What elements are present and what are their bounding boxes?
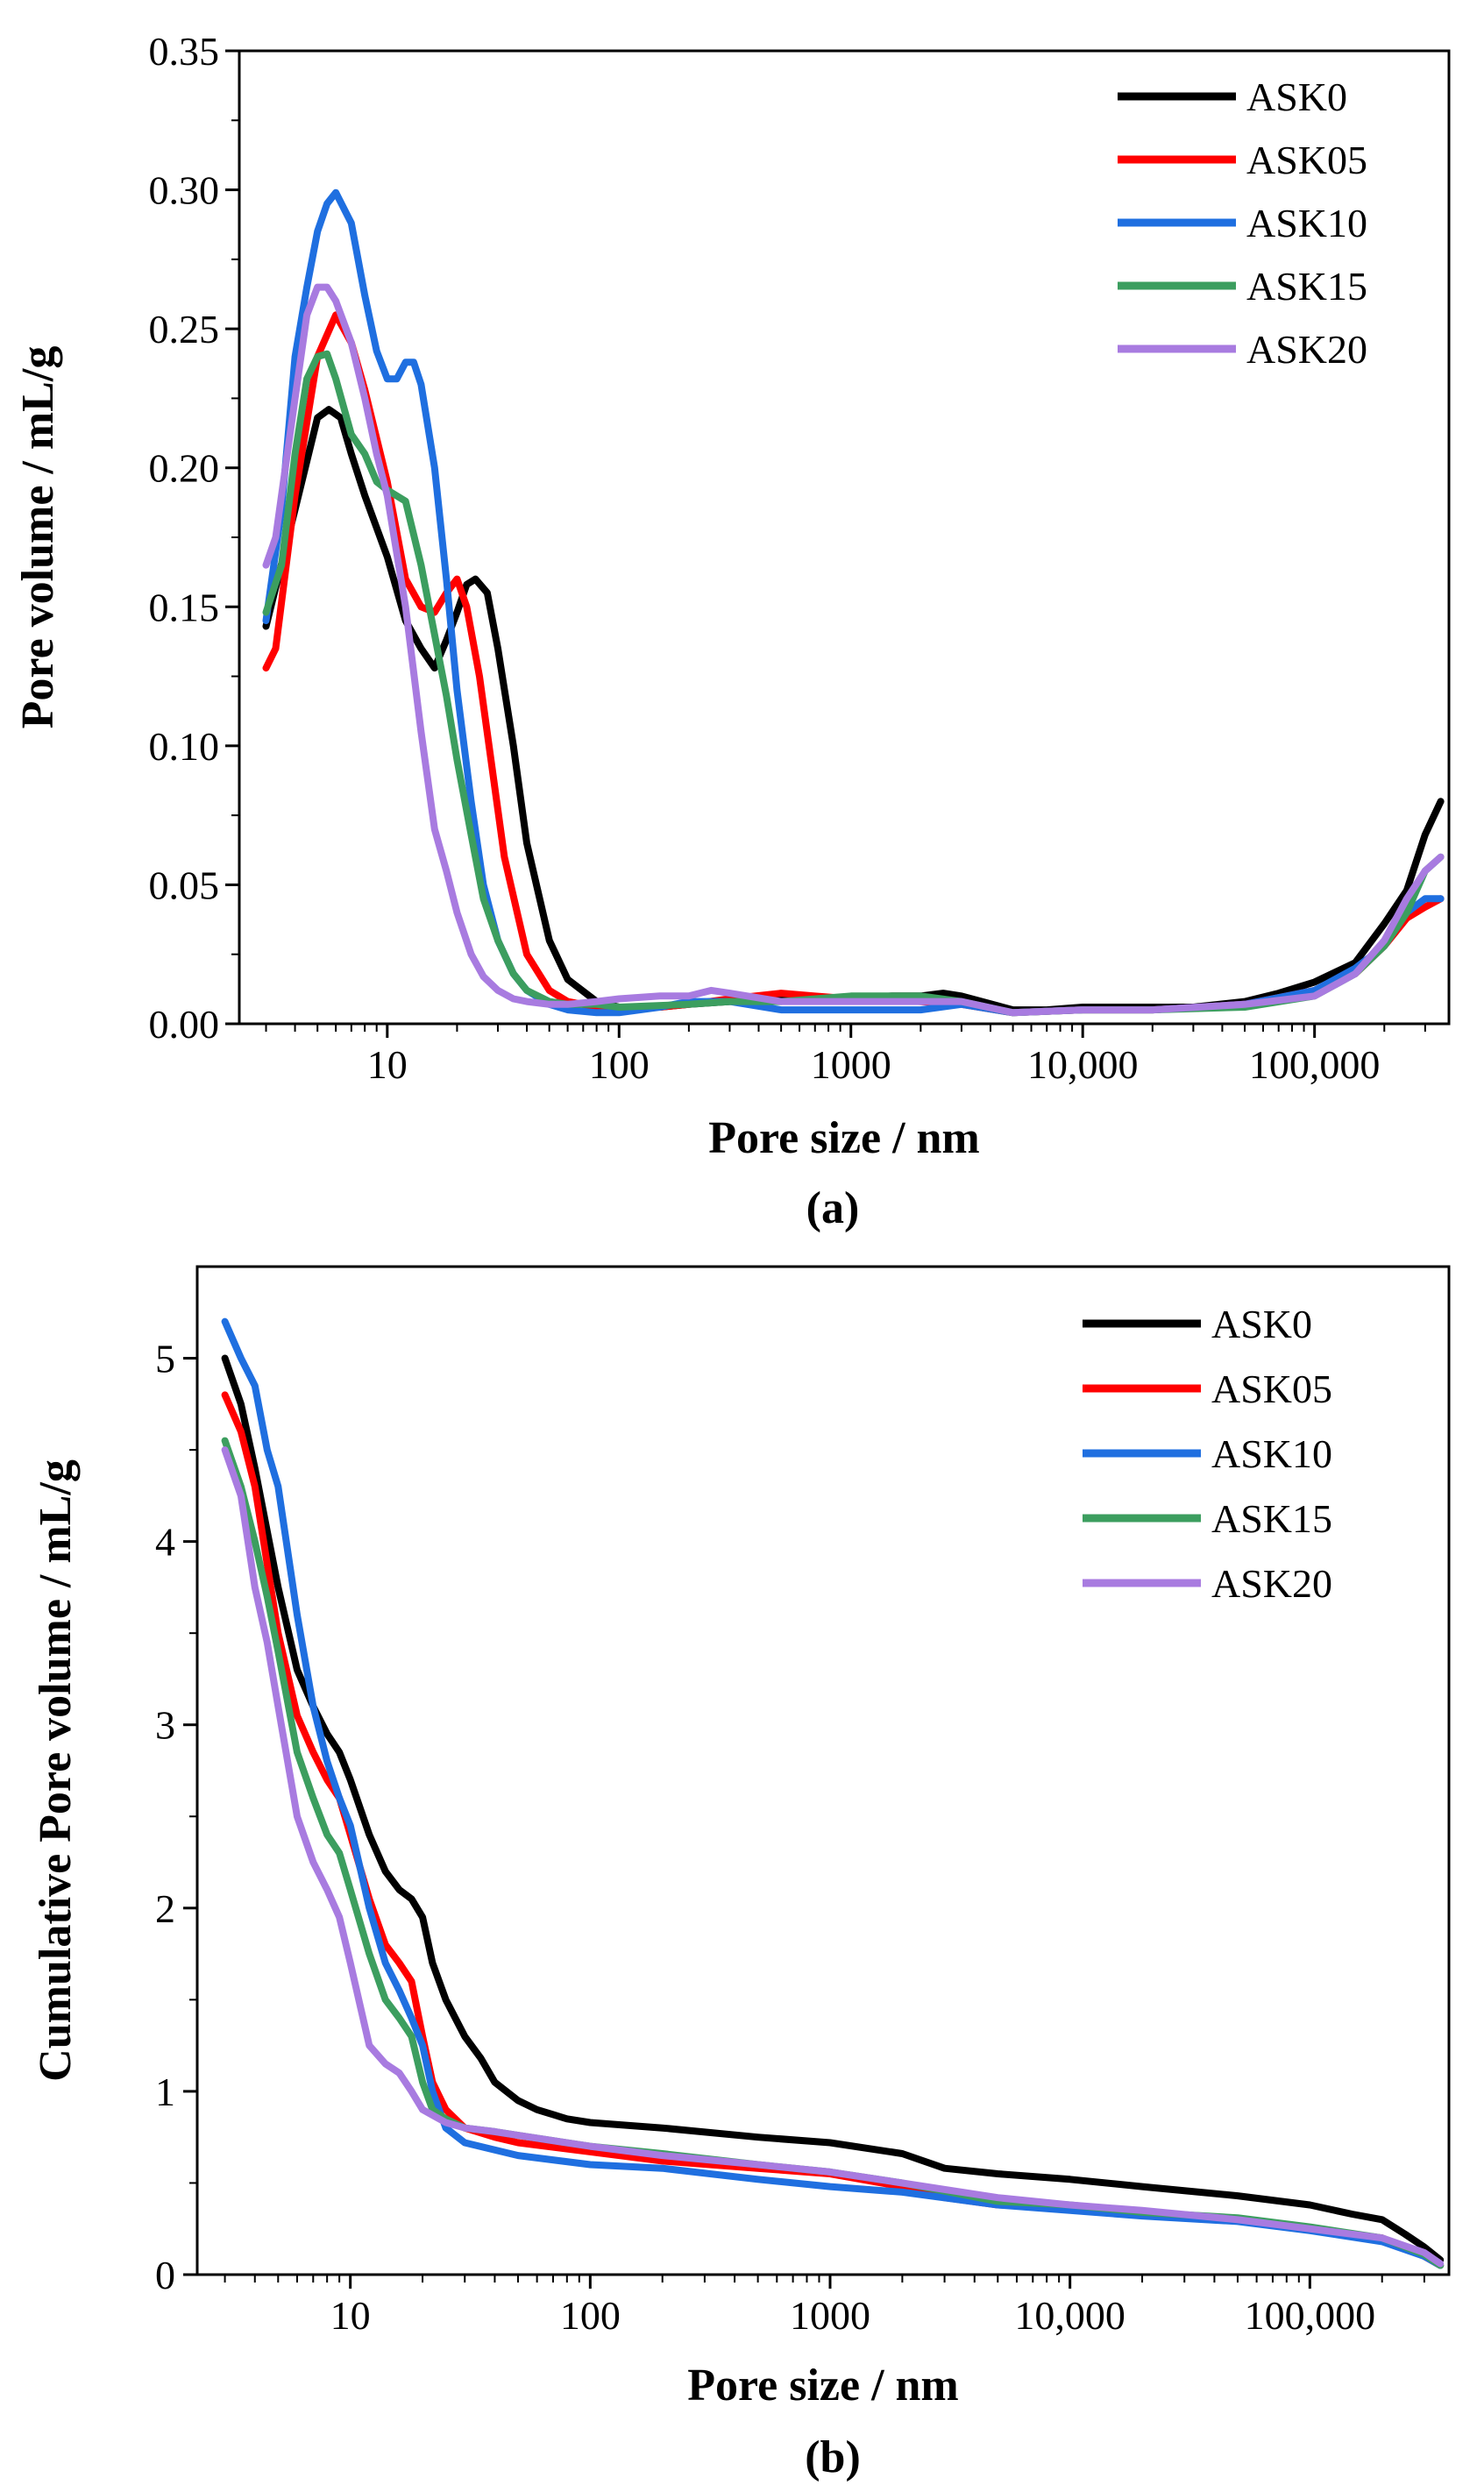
y-tick-label: 1 bbox=[155, 2070, 175, 2114]
y-tick-label: 0.00 bbox=[149, 1002, 220, 1047]
x-tick-label: 100,000 bbox=[1245, 2293, 1376, 2338]
legend: ASK0 ASK05 ASK10 ASK15 ASK20 bbox=[1083, 1302, 1332, 1606]
x-tick-label: 100 bbox=[589, 1042, 650, 1087]
x-tick-label: 1000 bbox=[790, 2293, 870, 2338]
series-line-ask10 bbox=[221, 1317, 1445, 2269]
plot-frame bbox=[195, 1265, 1451, 2276]
legend-label-ask0: ASK0 bbox=[1246, 75, 1347, 119]
legend-label-ask10: ASK10 bbox=[1246, 201, 1367, 245]
y-tick-label: 0.05 bbox=[149, 863, 220, 907]
y-tick-label: 2 bbox=[155, 1886, 175, 1931]
x-tick-label: 100,000 bbox=[1249, 1042, 1381, 1087]
y-tick-label: 0.10 bbox=[149, 724, 220, 769]
y-tick-label: 0.35 bbox=[149, 29, 220, 74]
x-tick-label: 1000 bbox=[811, 1042, 891, 1087]
series-line-ask20 bbox=[221, 1446, 1445, 2268]
panel-label-b: (b) bbox=[805, 2432, 861, 2482]
legend-label-ask0: ASK0 bbox=[1211, 1302, 1312, 1346]
x-tick-label: 10 bbox=[330, 2293, 371, 2338]
y-tick-label: 0.15 bbox=[149, 585, 220, 629]
y-axis-title: Pore volume / mL/g bbox=[13, 346, 63, 729]
series-lines bbox=[221, 1317, 1445, 2269]
y-axis-title: Cumulative Pore volume / mL/g bbox=[31, 1459, 81, 2082]
axis-ticks: 10 100 1000 10,000 100,000 0.00 0.05 0.10 0.15 0.… bbox=[149, 29, 1426, 1087]
series-lines bbox=[262, 188, 1445, 1017]
x-tick-label: 100 bbox=[560, 2293, 621, 2338]
legend-label-ask20: ASK20 bbox=[1246, 327, 1367, 372]
legend-label-ask05: ASK05 bbox=[1211, 1367, 1332, 1411]
y-tick-label: 5 bbox=[155, 1337, 175, 1381]
legend-label-ask15: ASK15 bbox=[1211, 1496, 1332, 1541]
x-axis-title: Pore size / nm bbox=[687, 2361, 959, 2410]
x-axis-title: Pore size / nm bbox=[708, 1113, 980, 1163]
panel-label-a: (a) bbox=[806, 1183, 860, 1233]
legend: ASK0 ASK05 ASK10 ASK15 ASK20 bbox=[1118, 75, 1367, 372]
legend-label-ask20: ASK20 bbox=[1211, 1561, 1332, 1606]
y-tick-label: 0.30 bbox=[149, 168, 220, 213]
panel-a-pore-volume-chart: 10 100 1000 10,000 100,000 0.00 0.05 0.10 0.15 0.… bbox=[13, 29, 1451, 1233]
legend-label-ask05: ASK05 bbox=[1246, 138, 1367, 182]
y-tick-label: 0.20 bbox=[149, 446, 220, 491]
legend-label-ask15: ASK15 bbox=[1246, 264, 1367, 309]
x-tick-label: 10 bbox=[367, 1042, 408, 1087]
x-tick-label: 10,000 bbox=[1014, 2293, 1125, 2338]
legend-label-ask10: ASK10 bbox=[1211, 1431, 1332, 1476]
y-tick-label: 0 bbox=[155, 2253, 175, 2297]
series-line-ask20 bbox=[262, 283, 1445, 1017]
y-tick-label: 0.25 bbox=[149, 307, 220, 351]
x-tick-label: 10,000 bbox=[1027, 1042, 1139, 1087]
axis-ticks: 10 100 1000 10,000 100,000 0 1 2 3 4 5 bbox=[155, 1337, 1425, 2338]
series-line-ask0 bbox=[221, 1354, 1445, 2264]
y-tick-label: 4 bbox=[155, 1520, 175, 1565]
y-tick-label: 3 bbox=[155, 1703, 175, 1748]
